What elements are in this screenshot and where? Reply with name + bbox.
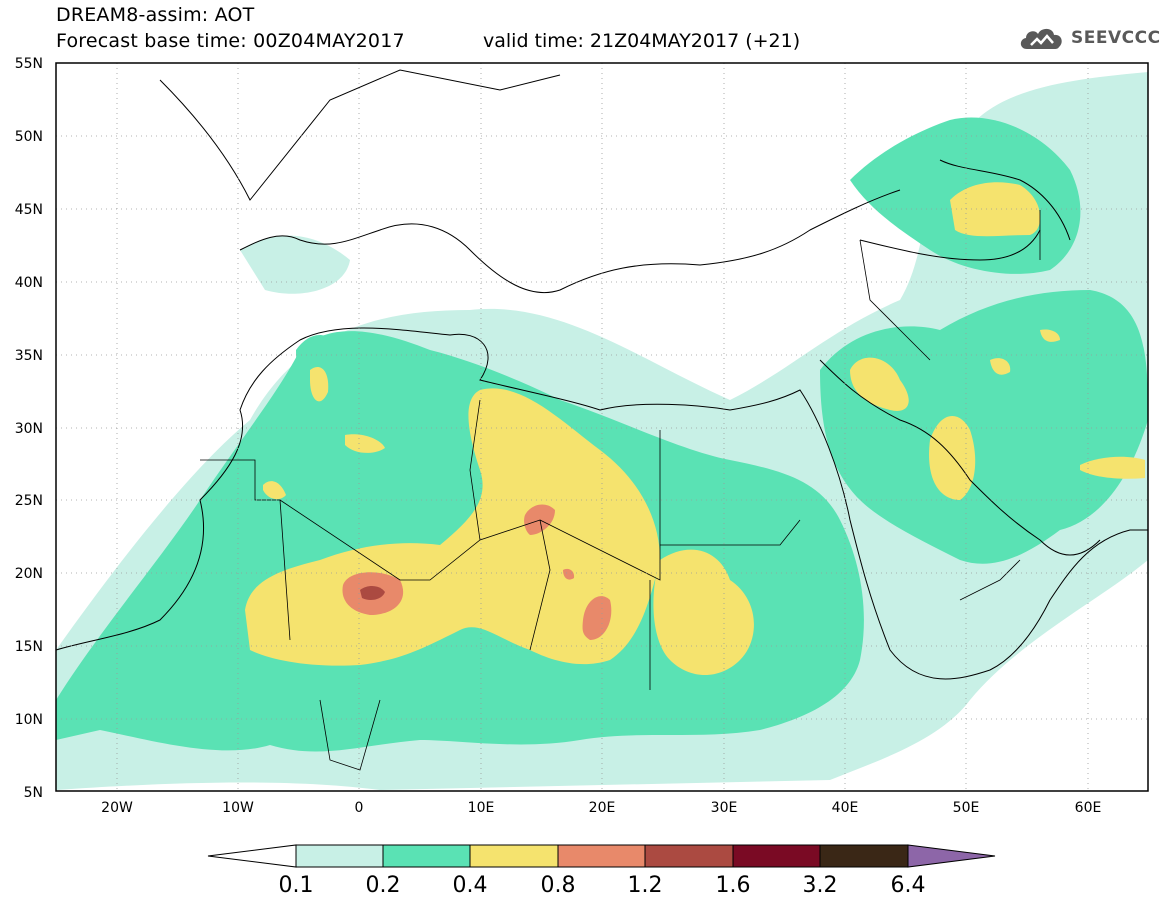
- lat-label: 5N: [24, 785, 43, 801]
- colorbar-swatch: [469, 844, 559, 868]
- lat-label: 20N: [15, 566, 43, 582]
- lat-label: 25N: [15, 493, 43, 509]
- colorbar-swatch: [295, 844, 384, 868]
- lon-labels: 20W 10W 0 10E 20E 30E 40E 50E 60E: [101, 800, 1101, 816]
- colorbar-label: 0.4: [453, 873, 488, 898]
- valid-time: valid time: 21Z04MAY2017 (+21): [483, 30, 801, 52]
- cloud-icon: [1020, 28, 1062, 49]
- map-title: DREAM8-assim: AOT: [56, 4, 255, 26]
- lat-label: 55N: [15, 56, 43, 72]
- lon-label: 0: [355, 800, 364, 816]
- lon-label: 40E: [832, 800, 859, 816]
- colorbar-swatch: [644, 844, 734, 868]
- lat-label: 15N: [15, 639, 43, 655]
- country-borders: [200, 210, 1041, 771]
- colorbar-swatch: [732, 844, 821, 868]
- forecast-base-time: Forecast base time: 00Z04MAY2017: [56, 30, 405, 52]
- colorbar: 0.1 0.2 0.4 0.8 1.2 1.6 3.2 6.4: [207, 844, 996, 898]
- colorbar-swatch: [382, 844, 471, 868]
- lat-label: 10N: [15, 712, 43, 728]
- lat-label: 45N: [15, 202, 43, 218]
- aot-field: [56, 72, 1148, 790]
- colorbar-swatch: [819, 844, 909, 868]
- aot-band-1.2: [360, 586, 385, 600]
- lon-label: 60E: [1075, 800, 1102, 816]
- colorbar-label: 1.2: [628, 873, 663, 898]
- colorbar-right-triangle: [907, 844, 996, 868]
- colorbar-label: 6.4: [891, 873, 926, 898]
- colorbar-swatch: [557, 844, 646, 868]
- lon-label: 30E: [711, 800, 738, 816]
- colorbar-label: 0.2: [366, 873, 401, 898]
- lon-label: 10E: [468, 800, 495, 816]
- colorbar-left-triangle: [207, 844, 297, 868]
- lon-label: 20E: [589, 800, 616, 816]
- colorbar-label: 1.6: [716, 873, 751, 898]
- map-frame: [55, 62, 1149, 792]
- lat-labels: 55N 50N 45N 40N 35N 30N 25N 20N 15N 10N …: [15, 56, 43, 801]
- lon-label: 10W: [222, 800, 254, 816]
- lat-label: 30N: [15, 421, 43, 437]
- logo-text: SEEVCCC: [1071, 28, 1161, 48]
- colorbar-label: 0.1: [279, 873, 314, 898]
- lon-label: 20W: [101, 800, 133, 816]
- coastlines: [56, 69, 1148, 680]
- lat-label: 50N: [15, 129, 43, 145]
- lon-label: 50E: [953, 800, 980, 816]
- lat-label: 40N: [15, 275, 43, 291]
- lat-label: 35N: [15, 348, 43, 364]
- colorbar-label: 0.8: [541, 873, 576, 898]
- seevccc-logo: SEEVCCC: [1017, 22, 1161, 54]
- graticule: [56, 63, 1148, 791]
- colorbar-label: 3.2: [803, 873, 838, 898]
